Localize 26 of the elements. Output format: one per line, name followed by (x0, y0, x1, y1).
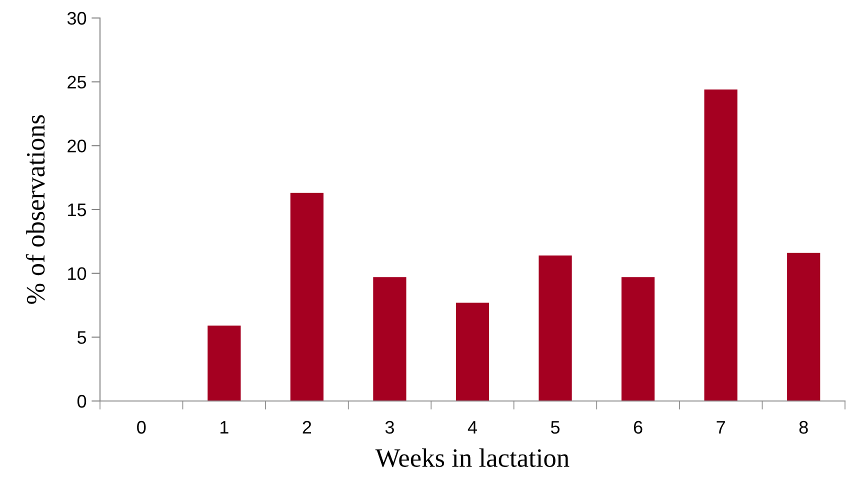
x-tick-label: 3 (385, 420, 394, 434)
bar (538, 255, 572, 401)
y-tick-label: 5 (77, 331, 86, 344)
y-tick-label: 10 (68, 267, 86, 280)
bar (456, 302, 490, 401)
x-tick-label: 5 (550, 421, 560, 434)
x-tick-label: 4 (468, 421, 477, 434)
x-tick-label: 7 (716, 421, 725, 434)
x-axis-title: Weeks in lactation (375, 448, 570, 468)
x-tick-label: 8 (799, 420, 808, 434)
bar (373, 277, 406, 401)
y-tick-label: 30 (67, 12, 86, 25)
x-tick-label: 6 (634, 420, 642, 434)
y-tick-label: 15 (68, 204, 86, 216)
y-tick-label: 0 (77, 394, 86, 408)
y-axis-title: % of observations (26, 115, 45, 304)
bar (290, 192, 324, 401)
y-tick-label: 25 (68, 76, 86, 89)
x-tick-label: 2 (302, 420, 312, 434)
bar (787, 252, 820, 401)
x-tick-label: 1 (220, 421, 228, 434)
x-tick-label: 0 (137, 420, 146, 434)
bar (208, 326, 241, 401)
y-tick-label: 20 (68, 140, 86, 152)
bar (704, 89, 738, 401)
bar (622, 277, 655, 401)
